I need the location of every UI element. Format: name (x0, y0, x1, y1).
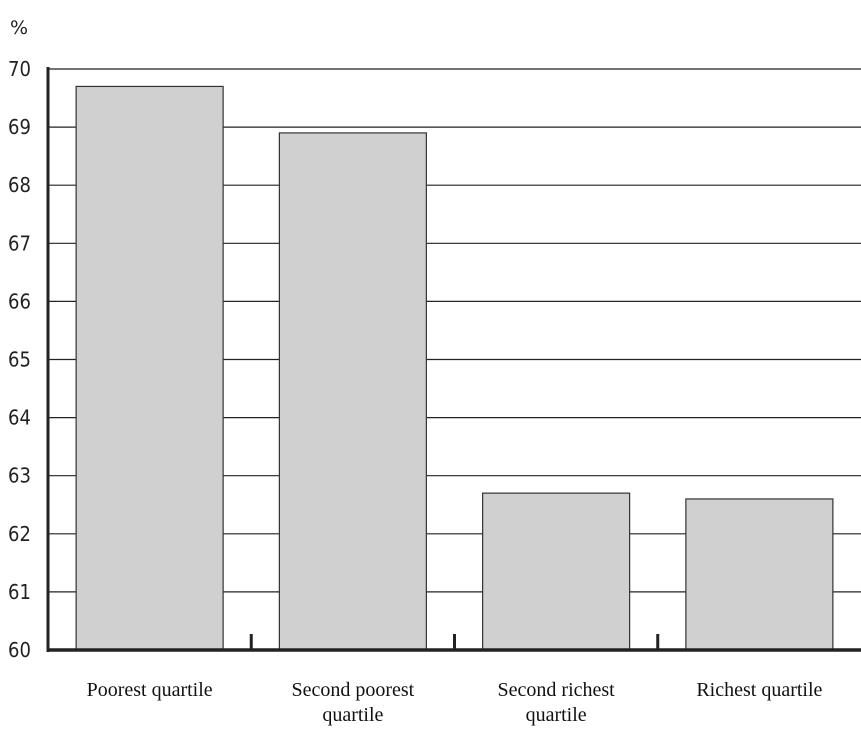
y-tick-label: 70 (8, 57, 31, 81)
y-tick-label: 69 (8, 115, 31, 139)
bar (278, 132, 427, 651)
x-axis-labels: Poorest quartile Second poorest quartileSe… (87, 679, 823, 726)
bars (75, 85, 834, 651)
y-tick-label: 64 (8, 406, 31, 430)
x-category-label: Richest quartile (696, 679, 822, 701)
y-tick-label: 62 (8, 522, 31, 546)
y-tick-label: 66 (8, 289, 31, 313)
x-category-label: Second richest quartile (498, 679, 616, 726)
x-category-label-line: Second richest (498, 679, 616, 701)
x-category-label-line: quartile (526, 704, 587, 726)
x-category-label-line: Richest quartile (696, 679, 822, 701)
x-category-label-line: Second poorest (291, 679, 414, 701)
bar (75, 85, 224, 651)
x-category-label-line: quartile (322, 704, 383, 726)
y-tick-label: 67 (8, 231, 31, 255)
y-axis-ticks: 60 61 62 63 64 65 66 67 68 69 70 (8, 57, 31, 662)
x-category-label: Poorest quartile (87, 679, 213, 701)
x-category-label-line: Poorest quartile (87, 679, 213, 701)
bar (685, 498, 834, 651)
y-axis-unit-label: % (10, 17, 28, 39)
y-tick-label: 60 (8, 638, 31, 662)
y-tick-label: 68 (8, 173, 31, 197)
y-tick-label: 63 (8, 464, 31, 488)
y-tick-label: 61 (8, 580, 31, 604)
axes (46, 67, 861, 652)
bar (482, 492, 631, 651)
y-tick-label: 65 (8, 348, 31, 372)
x-category-label: Second poorest quartile (291, 679, 414, 726)
